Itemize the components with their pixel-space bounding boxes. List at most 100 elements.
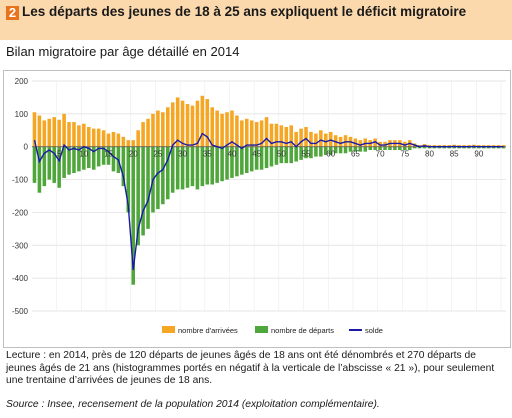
y-tick-label: -400 — [12, 274, 29, 283]
bar-arrivees — [77, 125, 81, 147]
y-tick-label: -200 — [12, 208, 29, 217]
bar-departs — [319, 146, 323, 157]
bar-departs — [67, 146, 71, 175]
bar-departs — [166, 146, 170, 200]
legend-label: solde — [365, 326, 383, 335]
y-tick-label: -500 — [12, 307, 29, 316]
bar-departs — [412, 146, 417, 149]
bar-arrivees — [259, 120, 264, 147]
bar-departs — [299, 146, 303, 160]
bar-departs — [324, 146, 328, 155]
bar-departs — [175, 146, 180, 190]
chart-frame: 200 100 0 -100 -200 -300 -400 -500 5 10 15 20 25 30 35… — [3, 70, 511, 348]
bar-arrivees — [353, 138, 358, 147]
bar-arrivees — [328, 131, 333, 147]
bar-departs — [91, 146, 96, 170]
bar-departs — [32, 146, 37, 183]
y-tick-label: 0 — [24, 143, 29, 152]
bar-departs — [210, 146, 214, 185]
bar-departs — [452, 146, 456, 149]
bar-departs — [378, 146, 382, 150]
bar-departs — [62, 146, 66, 178]
legend-swatch — [162, 326, 175, 333]
bar-arrivees — [126, 140, 131, 147]
bar-arrivees — [62, 113, 66, 147]
bar-departs — [437, 146, 442, 149]
bar-arrivees — [156, 110, 160, 147]
chart-subtitle: Bilan migratoire par âge détaillé en 201… — [6, 44, 240, 59]
bar-departs — [358, 146, 363, 152]
figure-header: 2 Les départs des jeunes de 18 à 25 ans … — [0, 0, 512, 40]
bar-departs — [82, 146, 86, 170]
bar-arrivees — [284, 127, 289, 147]
legend-label: nombre de départs — [271, 326, 334, 335]
x-tick-label: 15 — [104, 150, 113, 159]
reading-note: Lecture : en 2014, près de 120 départs d… — [6, 350, 495, 387]
bar-departs — [388, 146, 392, 150]
bar-departs — [407, 146, 412, 150]
x-tick-label: 10 — [79, 150, 88, 159]
bar-arrivees — [289, 125, 293, 147]
bar-arrivees — [101, 130, 106, 147]
bar-arrivees — [131, 140, 135, 147]
bar-arrivees — [467, 145, 471, 147]
x-tick-label: 35 — [203, 150, 212, 159]
bar-departs — [373, 146, 377, 150]
bar-departs — [249, 146, 254, 172]
bar-departs — [279, 146, 284, 164]
bar-arrivees — [67, 122, 71, 147]
bar-arrivees — [482, 145, 486, 147]
bar-departs — [96, 146, 101, 167]
bar-departs — [126, 146, 131, 213]
bar-arrivees — [37, 115, 42, 147]
figure-number: 2 — [6, 6, 19, 20]
source-note: Source : Insee, recensement de la popula… — [6, 399, 380, 410]
bar-arrivees — [496, 145, 501, 147]
bar-arrivees — [47, 118, 52, 147]
bar-departs — [348, 146, 353, 152]
bar-departs — [180, 146, 185, 190]
bar-arrivees — [299, 128, 303, 147]
bar-departs — [146, 146, 150, 229]
bar-arrivees — [264, 117, 269, 147]
bar-arrivees — [42, 120, 47, 147]
migration-chart: 200 100 0 -100 -200 -300 -400 -500 5 10 15 20 25 30 35… — [12, 77, 506, 335]
bar-departs — [328, 146, 333, 155]
bar-arrivees — [491, 145, 496, 147]
x-tick-label: 25 — [153, 150, 162, 159]
x-tick-label: 60 — [326, 150, 335, 159]
bar-departs — [284, 146, 289, 164]
bar-arrivees — [358, 140, 363, 147]
bar-arrivees — [161, 112, 165, 147]
bar-departs — [235, 146, 239, 177]
bar-departs — [106, 146, 111, 165]
x-tick-label: 20 — [129, 150, 138, 159]
bar-departs — [225, 146, 229, 180]
legend-label: nombre d'arrivées — [178, 326, 238, 335]
bar-arrivees — [111, 131, 116, 147]
bar-arrivees — [121, 136, 126, 147]
bar-arrivees — [146, 118, 150, 147]
y-tick-label: -100 — [12, 176, 29, 185]
bar-departs — [72, 146, 76, 173]
bar-arrivees — [338, 136, 343, 147]
bar-arrivees — [378, 141, 382, 147]
x-tick-label: 40 — [228, 150, 237, 159]
bar-arrivees — [136, 130, 140, 147]
x-tick-label: 30 — [178, 150, 187, 159]
bar-departs — [77, 146, 81, 172]
bar-departs — [417, 146, 422, 149]
bar-departs — [205, 146, 210, 185]
bar-departs — [294, 146, 298, 162]
bar-departs — [215, 146, 219, 183]
x-tick-label: 50 — [277, 150, 286, 159]
bar-departs — [274, 146, 279, 165]
bar-departs — [309, 146, 313, 159]
bar-arrivees — [314, 133, 318, 147]
bar-departs — [131, 146, 135, 285]
bar-arrivees — [363, 138, 368, 147]
figure-title: Les départs des jeunes de 18 à 25 ans ex… — [22, 4, 467, 19]
bar-arrivees — [116, 133, 121, 147]
bar-arrivees — [52, 117, 56, 147]
bar-departs — [57, 146, 61, 188]
